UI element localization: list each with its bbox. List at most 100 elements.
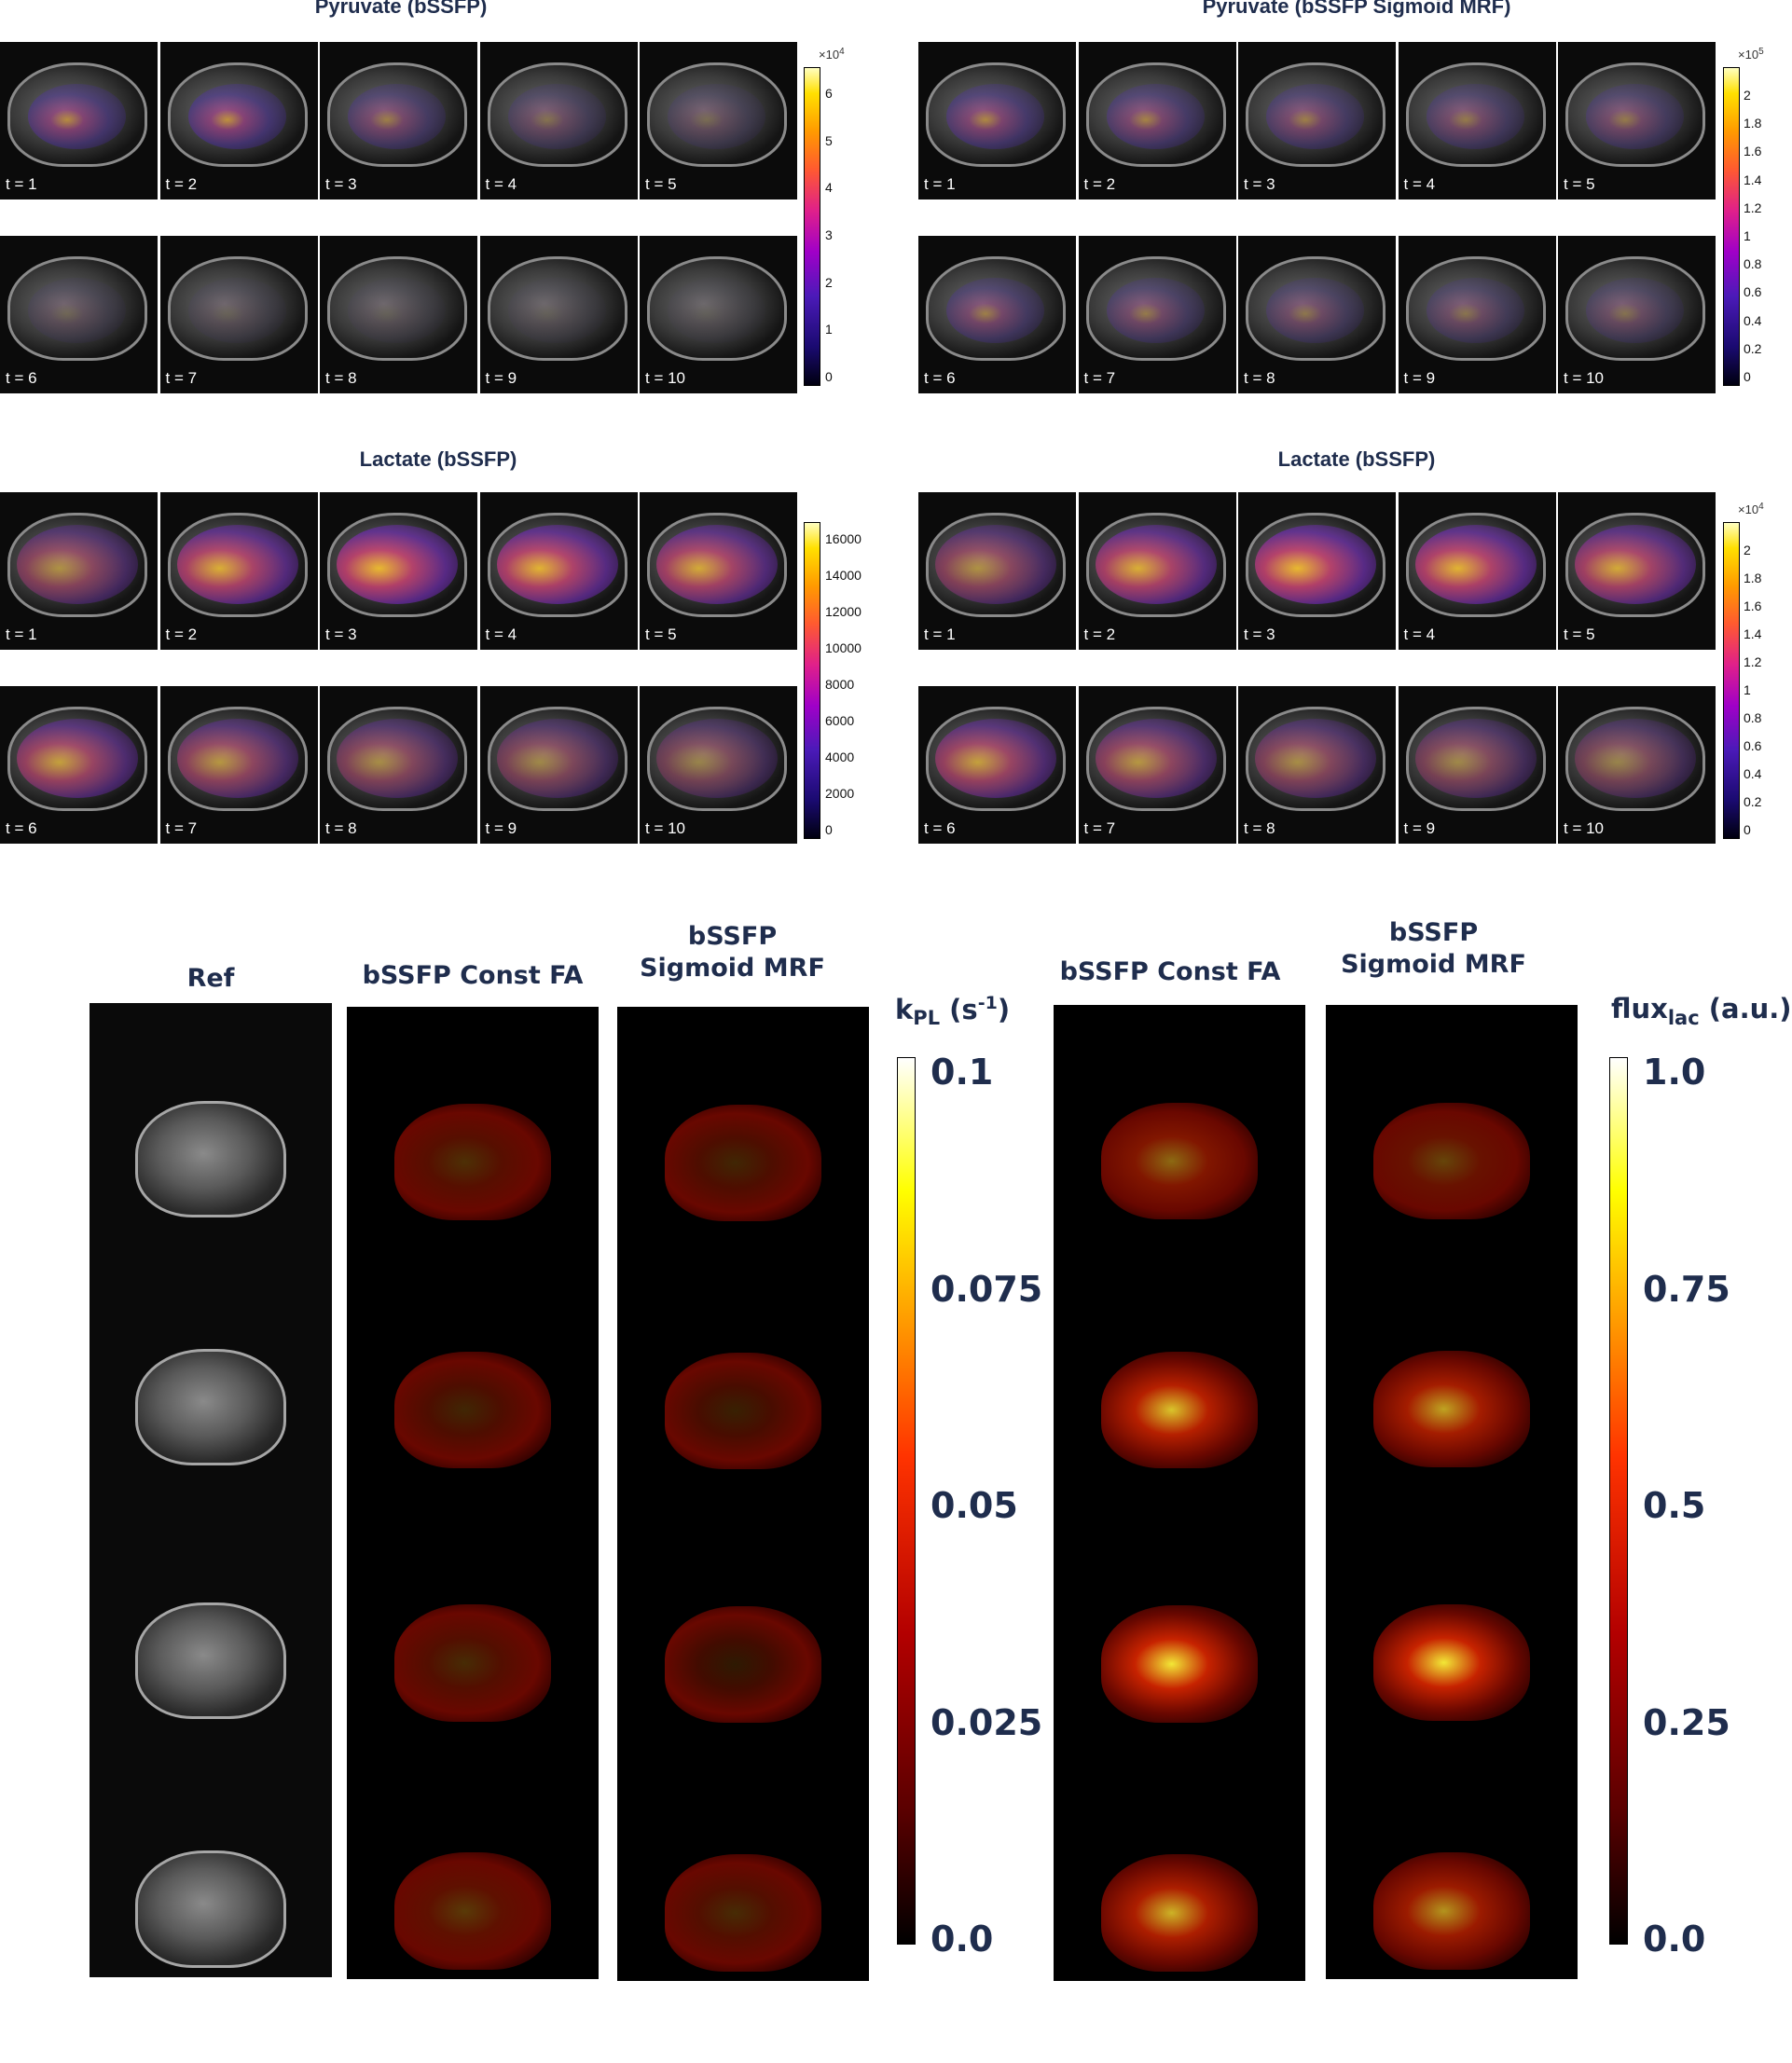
colorbar-tick: 1.2 <box>1744 654 1762 669</box>
colorbar-tick: 0.6 <box>1744 738 1762 753</box>
signal-overlay <box>935 719 1056 798</box>
time-label: t = 10 <box>1564 369 1605 387</box>
colorbar-tick: 1 <box>1744 228 1751 243</box>
time-frame: t = 7 <box>1078 686 1238 844</box>
flux-mrf-title: bSSFP Sigmoid MRF <box>1341 918 1526 979</box>
panel-colorbar <box>804 67 820 386</box>
signal-overlay <box>187 84 286 149</box>
kpl-colorbar-label: kPL (s-1) <box>895 993 1011 1030</box>
colorbar-tick: 0.0 <box>1643 1919 1706 1960</box>
signal-overlay <box>187 278 286 343</box>
kpl-colorbar <box>897 1057 916 1945</box>
time-frame: t = 6 <box>918 686 1078 844</box>
colorbar-tick: 0 <box>1744 369 1751 384</box>
time-label: t = 9 <box>1403 819 1436 837</box>
time-label: t = 1 <box>924 626 956 643</box>
time-label: t = 4 <box>485 626 517 643</box>
signal-overlay <box>1426 84 1524 149</box>
anatomy-slice <box>647 707 787 811</box>
flux-map-slice <box>1101 1853 1258 1972</box>
colorbar-tick: 16000 <box>825 531 862 546</box>
anatomy-slice <box>1246 707 1385 811</box>
colorbar-tick: 1.6 <box>1744 598 1762 613</box>
panel-title: Pyruvate (bSSFP Sigmoid MRF) <box>1202 0 1511 18</box>
time-label: t = 8 <box>1244 819 1275 837</box>
time-label: t = 7 <box>1083 819 1116 837</box>
colorbar-tick: 10000 <box>825 640 862 655</box>
signal-overlay <box>1266 84 1364 149</box>
time-label: t = 1 <box>6 626 37 643</box>
signal-overlay <box>17 719 138 798</box>
flux-map-slice <box>1101 1351 1258 1469</box>
kpl-map-slice <box>394 1352 551 1469</box>
time-label: t = 3 <box>325 175 357 193</box>
signal-overlay <box>337 525 458 604</box>
colorbar-tick: 1.0 <box>1643 1052 1706 1093</box>
time-frame: t = 1 <box>0 42 159 199</box>
anatomy-slice <box>7 256 147 361</box>
anatomy-slice <box>1405 62 1546 167</box>
colorbar-tick: 1.4 <box>1744 172 1762 187</box>
time-label: t = 2 <box>165 626 198 643</box>
colorbar-tick: 0.4 <box>1744 312 1762 328</box>
time-frame: t = 5 <box>1558 42 1717 199</box>
colorbar-tick: 0.025 <box>930 1701 1043 1743</box>
time-label: t = 7 <box>1083 369 1116 387</box>
time-label: t = 4 <box>485 175 517 193</box>
colorbar-tick: 1.4 <box>1744 626 1762 641</box>
time-label: t = 3 <box>1244 175 1275 193</box>
time-label: t = 4 <box>1403 175 1436 193</box>
flux-colorbar <box>1609 1057 1628 1945</box>
ref-column <box>90 1003 332 1977</box>
flux-const-column <box>1054 1005 1305 1981</box>
colorbar-tick: 3 <box>825 227 833 242</box>
time-frame: t = 4 <box>1398 42 1558 199</box>
kpl-mrf-title: bSSFP Sigmoid MRF <box>640 922 825 983</box>
signal-overlay <box>946 278 1044 343</box>
anatomy-slice <box>327 707 467 811</box>
colorbar-tick: 0.8 <box>1744 710 1762 725</box>
signal-overlay <box>946 84 1044 149</box>
time-label: t = 9 <box>485 819 517 837</box>
colorbar-multiplier: ×104 <box>819 47 845 62</box>
colorbar-tick: 4000 <box>825 750 855 764</box>
colorbar-tick: 2000 <box>825 786 855 801</box>
time-label: t = 10 <box>1564 819 1605 837</box>
panel-title: Lactate (bSSFP) <box>1277 447 1436 471</box>
signal-overlay <box>1255 719 1376 798</box>
flux-map-slice <box>1101 1102 1258 1220</box>
colorbar-tick: 14000 <box>825 568 862 583</box>
flux-map-slice <box>1373 1102 1530 1219</box>
reference-slice <box>135 1100 286 1217</box>
colorbar-tick: 1.2 <box>1744 199 1762 215</box>
signal-overlay <box>28 278 126 343</box>
anatomy-slice <box>327 256 467 361</box>
kpl-map-slice <box>665 1854 821 1972</box>
signal-overlay <box>1575 525 1696 604</box>
flux-map-slice <box>1373 1852 1530 1970</box>
colorbar-tick: 1.8 <box>1744 116 1762 131</box>
time-frame: t = 1 <box>918 42 1078 199</box>
time-label: t = 2 <box>1083 175 1116 193</box>
colorbar-tick: 0.6 <box>1744 284 1762 300</box>
time-frame: t = 6 <box>0 236 159 393</box>
panel-colorbar <box>1723 67 1740 386</box>
colorbar-tick: 6000 <box>825 713 855 728</box>
signal-overlay <box>1414 525 1537 604</box>
signal-overlay <box>1106 84 1205 149</box>
time-label: t = 5 <box>1564 626 1595 643</box>
time-frame: t = 5 <box>640 492 799 650</box>
colorbar-tick: 0 <box>825 369 833 384</box>
time-frame: t = 4 <box>479 42 640 199</box>
colorbar-tick: 12000 <box>825 604 862 619</box>
anatomy-slice <box>1405 707 1546 811</box>
colorbar-tick: 1 <box>825 322 833 337</box>
anatomy-slice <box>167 256 308 361</box>
time-label: t = 2 <box>1083 626 1116 643</box>
colorbar-tick: 1.8 <box>1744 571 1762 585</box>
time-frame: t = 1 <box>0 492 159 650</box>
kpl-mrf-column <box>617 1007 869 1981</box>
time-label: t = 7 <box>165 369 198 387</box>
time-frame: t = 9 <box>479 686 640 844</box>
time-frame: t = 2 <box>159 42 320 199</box>
